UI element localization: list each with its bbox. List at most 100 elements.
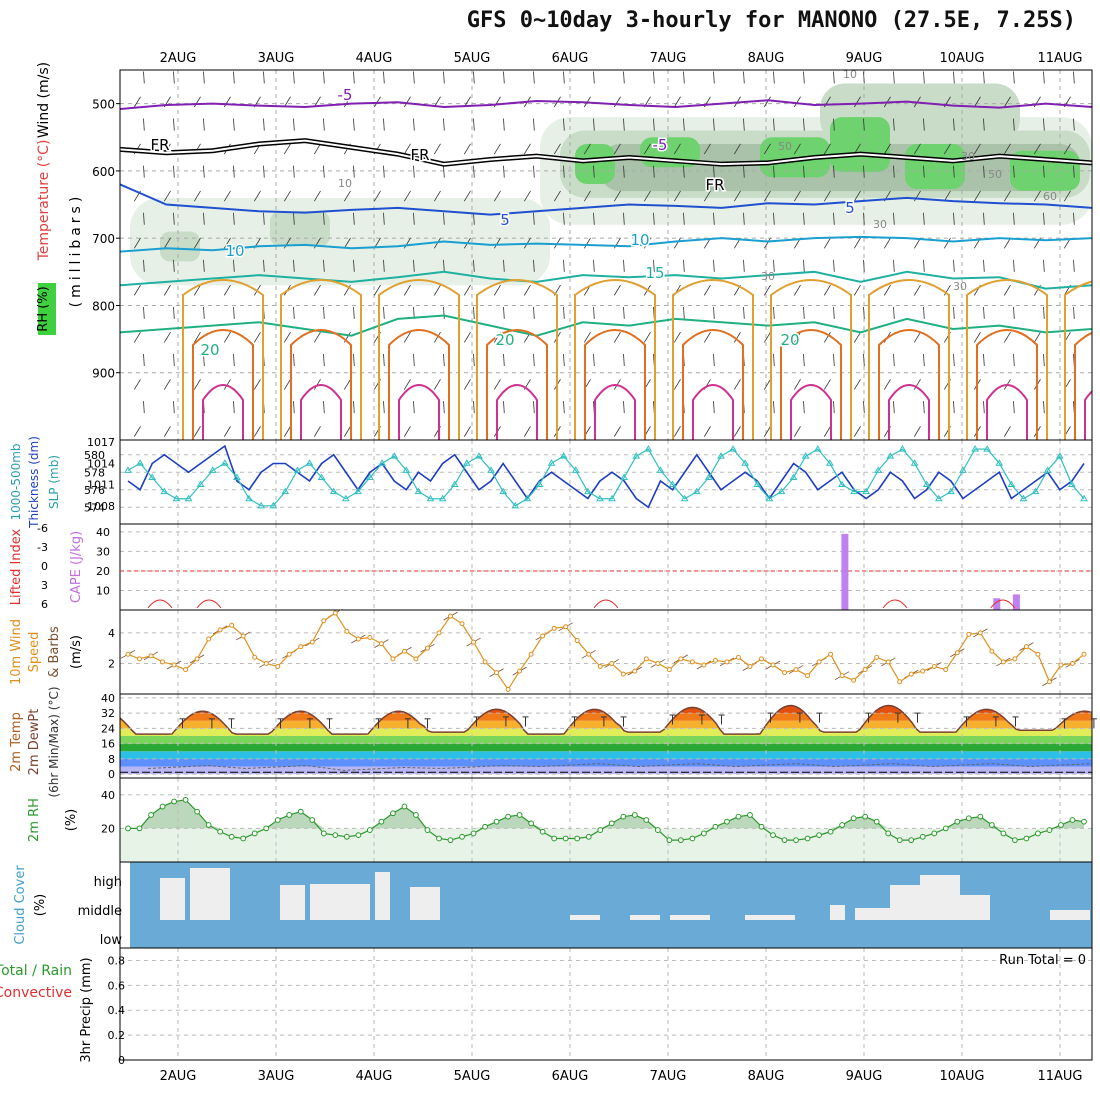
wind-barb: [233, 259, 235, 272]
wind-barb: [923, 306, 925, 319]
slp-marker: [850, 487, 858, 495]
wind-barb: [793, 331, 801, 343]
slp-marker: [172, 494, 181, 502]
wind-barb: [1073, 165, 1075, 178]
rh-area: [130, 197, 550, 286]
isotherm-warm: [682, 329, 744, 440]
wind-barb: [683, 306, 685, 319]
wind-barb: [1013, 401, 1015, 414]
wind-barb: [193, 237, 201, 249]
wind-barb: [983, 212, 985, 225]
wind-barb: [433, 190, 441, 202]
slp-marker: [124, 466, 132, 473]
slp-marker: [462, 459, 471, 466]
slp-marker: [269, 501, 278, 509]
slp-marker: [825, 459, 834, 466]
wind-barb: [793, 284, 801, 296]
wind-barb: [553, 237, 561, 249]
left-label: & Barbs: [47, 626, 62, 678]
wind-barb: [503, 306, 505, 319]
wind-barb: [703, 426, 711, 437]
wind-barb: [403, 237, 411, 249]
rh-marker: [770, 832, 776, 839]
cloud-block: [960, 895, 990, 920]
wind-barb: [353, 118, 355, 131]
wind-barb: [323, 306, 325, 319]
wind-barb: [923, 353, 925, 367]
wind-barb: [293, 165, 295, 178]
wind-barb: [503, 212, 505, 225]
rh-marker: [1000, 830, 1007, 837]
rh-marker: [701, 830, 707, 837]
wind-barb: [173, 259, 175, 272]
slp-marker: [741, 459, 750, 466]
rh-marker: [597, 827, 604, 833]
y-tick-label: 574: [84, 501, 105, 514]
wind-barb: [313, 284, 321, 296]
rh-marker: [1035, 830, 1041, 837]
wind-barb: [233, 306, 235, 319]
wind-barb: [683, 259, 685, 272]
slp-marker: [136, 459, 144, 466]
slp-marker: [475, 452, 483, 459]
isotherm-warm: [594, 384, 636, 440]
temp-band: [120, 728, 1092, 736]
wind-barb: [533, 353, 535, 367]
wind-speed-marker: [1023, 644, 1029, 650]
wind-barb: [473, 259, 475, 272]
rh-marker: [919, 833, 926, 840]
cloud-block: [890, 885, 920, 920]
wind-barb: [233, 353, 235, 367]
wind-barb: [823, 237, 831, 249]
bottom-date-label: 7AUG: [650, 1069, 687, 1084]
wind-barb: [203, 306, 205, 319]
wind-barb: [853, 96, 861, 108]
rh-marker: [447, 837, 454, 844]
wind-barb: [323, 71, 325, 84]
wind-barb: [533, 118, 535, 131]
wind-barb: [433, 331, 441, 343]
wind-barb: [323, 259, 325, 272]
wind-barb: [343, 426, 351, 437]
y-tick-label: 500: [92, 98, 115, 112]
slp-marker: [1043, 466, 1052, 473]
wind-barb: [683, 71, 685, 84]
wind-barb: [433, 379, 441, 390]
wind-barb: [923, 165, 925, 178]
isotherm-warm: [378, 279, 460, 440]
slp-marker: [184, 494, 193, 502]
wind-barb: [703, 143, 711, 155]
rh-marker: [228, 833, 235, 840]
slp-marker: [1031, 487, 1040, 495]
wind-barb: [1073, 71, 1075, 84]
wind-barb: [823, 426, 831, 437]
isotherm: [120, 183, 1092, 216]
rh-marker: [1058, 822, 1064, 828]
wind-speed-marker: [263, 660, 269, 666]
series-line-slp: [127, 448, 1085, 507]
wind-barb: [313, 143, 321, 155]
isotherm-warm: [1084, 390, 1092, 440]
rh-marker: [251, 830, 258, 837]
slp-marker: [559, 452, 568, 459]
slp-marker: [414, 487, 423, 495]
left-label: Total / Rain: [0, 963, 72, 979]
wind-barb: [733, 426, 741, 437]
wind-speed-marker: [229, 622, 235, 628]
wind-barb: [643, 237, 651, 249]
y-tick-label: 0: [108, 768, 115, 781]
wind-barb: [643, 143, 651, 155]
wind-barb: [833, 401, 835, 414]
wind-speed-marker: [805, 673, 811, 679]
wind-speed-marker: [701, 662, 707, 668]
wind-speed-marker: [183, 667, 189, 673]
wind-barb: [283, 143, 291, 155]
wind-barb: [1073, 118, 1075, 131]
cloud-block: [855, 908, 895, 920]
wind-barb: [803, 118, 805, 131]
wind-barb: [1063, 143, 1071, 155]
wind-barb: [853, 331, 861, 343]
wind-barb: [973, 190, 981, 202]
wind-speed-marker: [344, 628, 350, 634]
rh-marker: [896, 837, 903, 844]
